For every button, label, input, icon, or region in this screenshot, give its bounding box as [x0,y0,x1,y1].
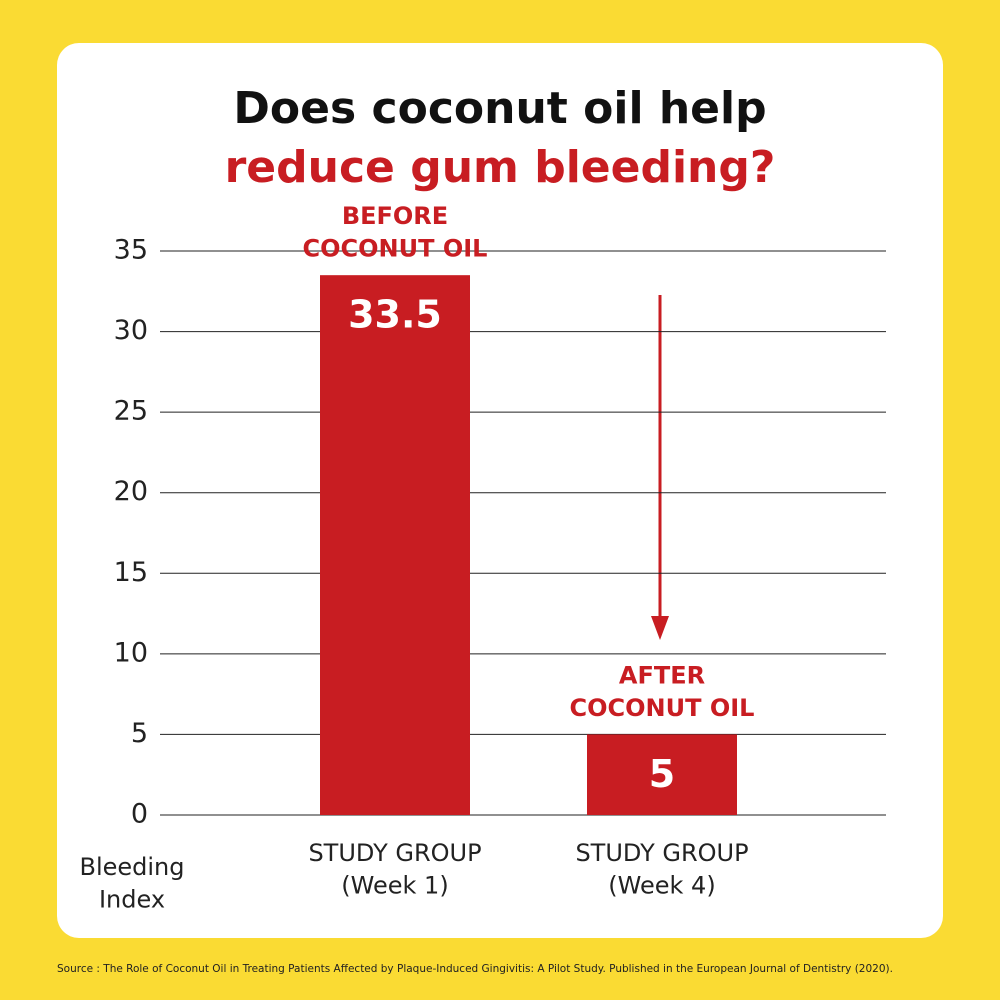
value-label: 33.5 [348,293,442,337]
y-tick-label: 15 [114,557,148,588]
arrow [651,295,669,640]
chart-title: Does coconut oil help [233,83,766,134]
y-tick-label: 5 [131,718,148,749]
x-tick-label: STUDY GROUP (Week 1) [308,839,481,899]
y-tick-label: 20 [114,476,148,507]
y-axis-label: Bleeding Index [79,853,184,913]
x-tick-label: STUDY GROUP (Week 4) [575,839,748,899]
value-label: 5 [649,752,675,796]
source: Source : The Role of Coconut Oil in Trea… [57,963,893,975]
y-tick-label: 10 [114,637,148,668]
y-tick-label: 0 [131,799,148,830]
y-tick-label: 30 [114,315,148,346]
chart-subtitle: reduce gum bleeding? [225,142,776,193]
y-tick-label: 25 [114,396,148,427]
bar [320,275,470,816]
card [57,43,943,938]
bar [587,734,737,815]
annotation: BEFORE COCONUT OIL [303,202,488,262]
annotation: AFTER COCONUT OIL [570,661,755,721]
y-tick-label: 35 [114,235,148,266]
